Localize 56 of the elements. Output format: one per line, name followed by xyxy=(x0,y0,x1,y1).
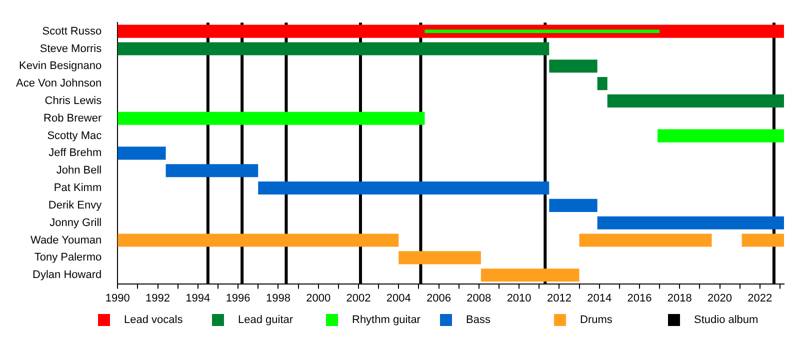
bar xyxy=(118,234,399,247)
legend-label: Lead vocals xyxy=(124,314,183,326)
bar xyxy=(607,94,784,108)
bar xyxy=(118,42,550,56)
bar xyxy=(480,268,580,282)
y-tick-label: Wade Youman xyxy=(30,234,102,246)
bar xyxy=(658,129,784,142)
bar xyxy=(118,112,425,125)
y-tick-label: Tony Palermo xyxy=(34,252,102,264)
x-tick-label: 2002 xyxy=(346,292,371,304)
y-tick-label: Rob Brewer xyxy=(44,112,102,124)
x-tick-label: 1998 xyxy=(266,292,290,304)
x-tick-label: 1990 xyxy=(105,292,130,304)
y-tick-label: Kevin Besignano xyxy=(19,60,102,72)
bar xyxy=(597,216,784,230)
legend-label: Bass xyxy=(466,314,490,326)
x-tick-label: 2004 xyxy=(386,292,411,304)
legend-label: Studio album xyxy=(694,314,758,326)
y-tick-label: Jonny Grill xyxy=(50,216,102,229)
legend-label: Drums xyxy=(580,314,612,326)
bar xyxy=(424,30,660,34)
y-tick-label: Scotty Mac xyxy=(47,130,102,142)
y-tick-label: Dylan Howard xyxy=(32,269,102,282)
x-tick-label: 2010 xyxy=(506,292,532,304)
y-tick-label: Ace Von Johnson xyxy=(16,78,102,90)
y-tick-label: Steve Morris xyxy=(40,42,102,55)
x-tick-label: 2012 xyxy=(546,292,572,304)
x-tick-label: 1996 xyxy=(226,292,250,304)
bar xyxy=(742,234,784,247)
bar xyxy=(398,251,481,264)
x-tick-label: 1992 xyxy=(146,292,170,304)
legend-label: Lead guitar xyxy=(238,314,294,326)
bar xyxy=(166,164,258,178)
y-tick-label: Pat Kimm xyxy=(54,182,102,194)
bar xyxy=(258,181,550,195)
bar xyxy=(597,77,608,90)
y-tick-label: John Bell xyxy=(56,164,102,177)
x-tick-label: 2008 xyxy=(466,292,492,304)
bar xyxy=(118,146,166,160)
x-tick-label: 2000 xyxy=(306,292,331,304)
bar xyxy=(579,234,712,247)
x-tick-label: 2018 xyxy=(667,292,692,304)
x-tick-label: 2022 xyxy=(748,292,772,304)
x-tick-label: 2020 xyxy=(708,292,732,304)
bar xyxy=(118,24,784,38)
y-tick-label: Scott Russo xyxy=(42,25,102,38)
y-tick-label: Jeff Brehm xyxy=(48,147,102,160)
bar xyxy=(549,198,598,212)
legend-label: Rhythm guitar xyxy=(352,314,420,326)
x-tick-label: 2016 xyxy=(627,292,652,304)
y-tick-label: Derik Envy xyxy=(48,199,102,212)
x-tick-label: 2006 xyxy=(426,292,452,304)
x-tick-label: 1994 xyxy=(186,292,210,304)
y-tick-label: Chris Lewis xyxy=(44,94,102,107)
bar xyxy=(549,60,598,73)
x-tick-label: 2014 xyxy=(587,292,612,304)
